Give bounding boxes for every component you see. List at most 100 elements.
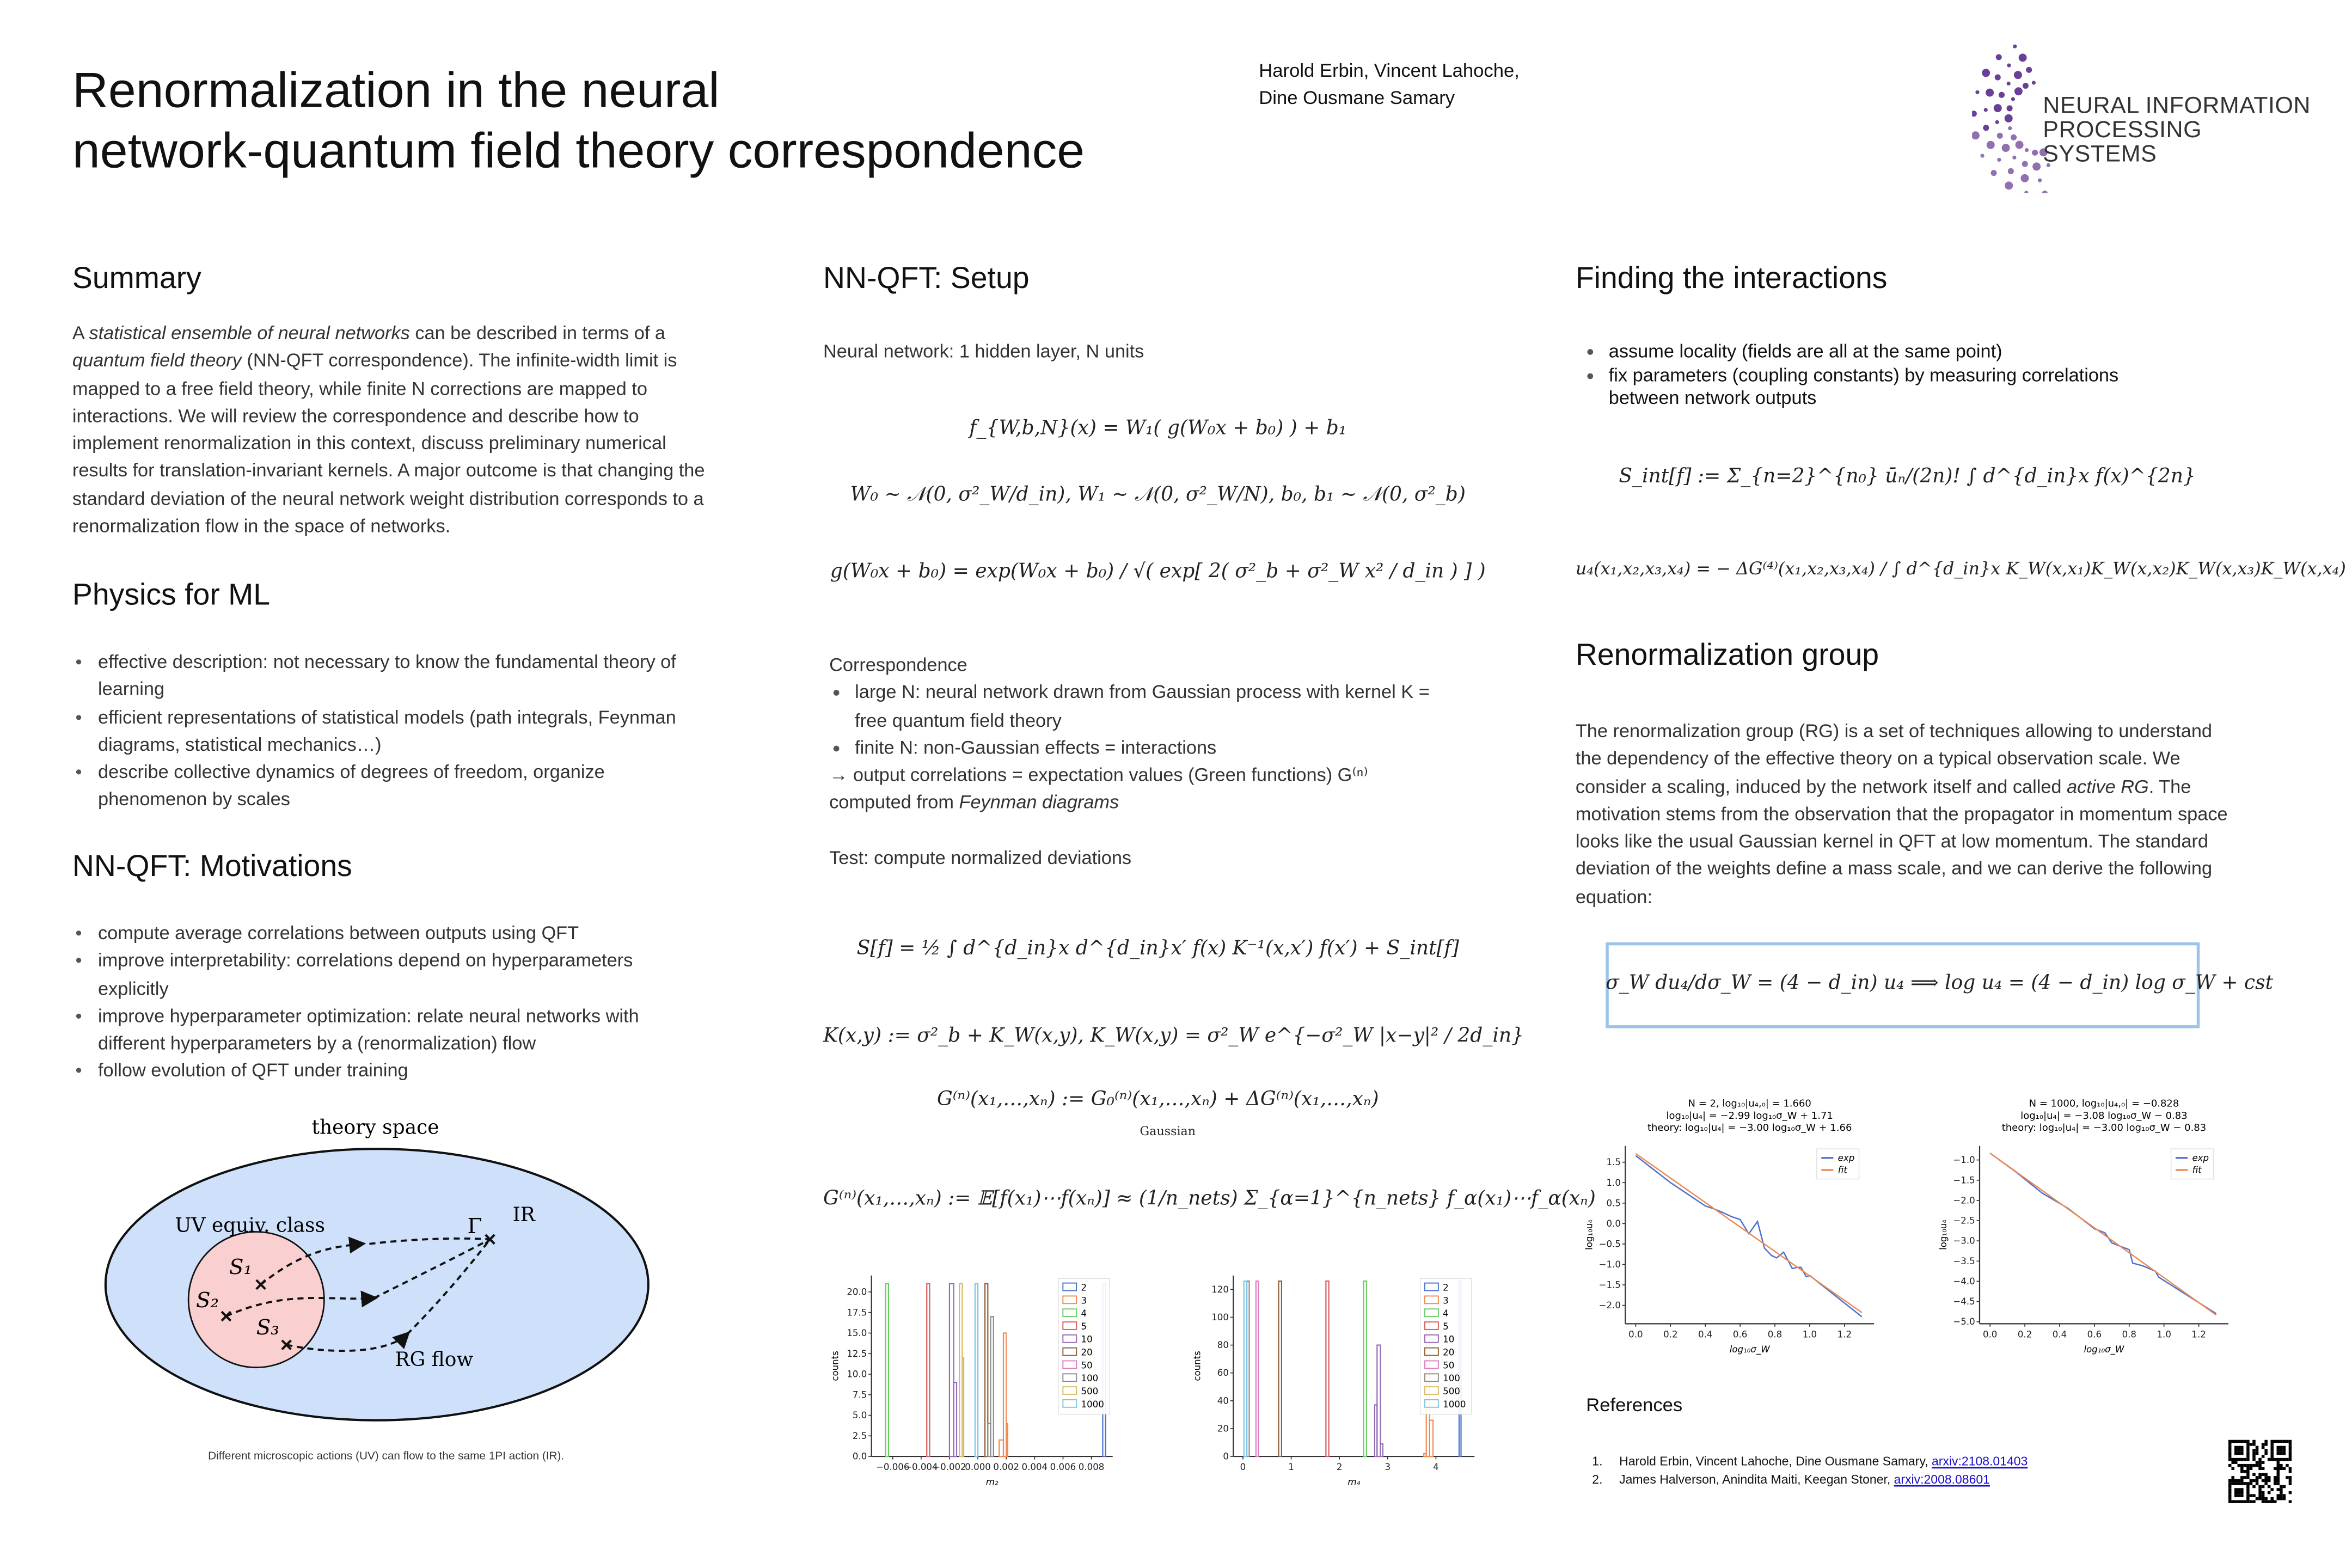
logo-dot — [1980, 154, 1984, 158]
qr-module — [2264, 1482, 2268, 1485]
qr-module — [2286, 1463, 2289, 1467]
equation-interaction-action: S_int[f] := Σ_{n=2}^{n₀} ūₙ/(2n)! ∫ d^{d… — [1619, 465, 2196, 489]
uv-label: UV equiv. class — [175, 1214, 325, 1236]
histogram-bar-3 — [1006, 1423, 1008, 1457]
qr-module — [2249, 1463, 2253, 1467]
logo-dot — [1990, 170, 1997, 176]
legend-label: 1000 — [1081, 1399, 1104, 1410]
qr-module — [2243, 1482, 2247, 1485]
x-tick-label: 0.6 — [1733, 1329, 1747, 1339]
y-tick-label: −3.0 — [1953, 1236, 1975, 1246]
qr-module — [2282, 1440, 2286, 1443]
logo-dot — [2011, 134, 2017, 140]
list-item: improve hyperparameter optimization: rel… — [72, 1002, 706, 1057]
legend-label: exp — [1838, 1153, 1855, 1163]
qr-module — [2240, 1494, 2244, 1497]
qr-module — [2252, 1473, 2256, 1477]
legend-label: 10 — [1443, 1334, 1454, 1345]
physics-heading: Physics for ML — [72, 579, 271, 612]
x-tick-label: 1 — [1288, 1462, 1294, 1472]
x-tick-label: 1.2 — [1837, 1329, 1852, 1339]
qr-module — [2282, 1494, 2286, 1497]
qr-module — [2237, 1440, 2241, 1443]
reference-link[interactable]: arxiv:2008.08601 — [1894, 1471, 1990, 1487]
qr-module — [2228, 1482, 2232, 1485]
qr-module — [2240, 1488, 2244, 1491]
equation-activation: g(W₀x + b₀) = exp(W₀x + b₀) / √( exp[ 2(… — [830, 561, 1486, 584]
qr-module — [2270, 1488, 2274, 1491]
qr-code-icon[interactable] — [2228, 1440, 2292, 1503]
qr-module — [2276, 1461, 2280, 1464]
histogram-bar-4 — [885, 1283, 889, 1457]
qr-module — [2246, 1485, 2250, 1489]
qr-module — [2252, 1494, 2256, 1497]
qr-module — [2228, 1485, 2232, 1489]
legend-swatch-5 — [1424, 1321, 1439, 1330]
qr-module — [2234, 1457, 2238, 1461]
qr-module — [2231, 1467, 2234, 1470]
qr-module — [2276, 1488, 2280, 1491]
y-tick-label: −1.5 — [1953, 1175, 1975, 1185]
qr-module — [2255, 1449, 2259, 1452]
y-tick-label: 17.5 — [847, 1307, 867, 1318]
qr-module — [2264, 1451, 2268, 1455]
qr-module — [2280, 1451, 2283, 1455]
qr-module — [2252, 1455, 2256, 1458]
logo-dot — [2046, 163, 2050, 167]
qr-module — [2261, 1494, 2265, 1497]
qr-module — [2240, 1500, 2244, 1503]
list-item: effective description: not necessary to … — [72, 648, 706, 703]
legend-label: 100 — [1081, 1373, 1099, 1383]
list-item: assume locality (fields are all at the s… — [1583, 341, 2186, 364]
qr-module — [2264, 1476, 2268, 1479]
logo-text-2: PROCESSING SYSTEMS — [2043, 117, 2202, 168]
logo-dot — [2001, 144, 2010, 152]
reference-link[interactable]: arxiv:2108.01403 — [1932, 1453, 2028, 1469]
qr-module — [2280, 1497, 2283, 1500]
qr-module — [2231, 1500, 2234, 1503]
reference-item: 2. James Halverson, Anindita Maiti, Keega… — [1592, 1471, 1990, 1487]
qr-module — [2231, 1482, 2234, 1485]
summary-text: A statistical ensemble of neural network… — [72, 322, 705, 537]
interactions-list: assume locality (fields are all at the s… — [1583, 341, 2186, 411]
x-tick-label: 0.0 — [1983, 1329, 1997, 1339]
qr-module — [2252, 1485, 2256, 1489]
qr-module — [2288, 1457, 2292, 1461]
qr-module — [2282, 1451, 2286, 1455]
qr-module — [2240, 1467, 2244, 1470]
x-tick-label: 1.2 — [2191, 1329, 2206, 1339]
qr-module — [2261, 1445, 2265, 1449]
qr-module — [2258, 1488, 2262, 1491]
qr-module — [2270, 1451, 2274, 1455]
qr-module — [2246, 1449, 2250, 1452]
qr-module — [2264, 1497, 2268, 1500]
qr-module — [2240, 1482, 2244, 1485]
qr-module — [2234, 1482, 2238, 1485]
histogram-bar-20 — [984, 1283, 989, 1457]
legend-label: 50 — [1081, 1360, 1093, 1370]
cross-markers — [220, 1234, 495, 1350]
qr-module — [2231, 1457, 2234, 1461]
list-item: describe collective dynamics of degrees … — [72, 758, 706, 813]
qr-module — [2249, 1482, 2253, 1485]
logo-dot — [2038, 178, 2042, 182]
qr-module — [2228, 1451, 2232, 1455]
legend-label: 500 — [1443, 1386, 1460, 1396]
qr-module — [2249, 1467, 2253, 1470]
qr-module — [2249, 1494, 2253, 1497]
qr-module — [2258, 1476, 2262, 1479]
qr-module — [2246, 1473, 2250, 1477]
legend-label: 3 — [1081, 1295, 1087, 1306]
y-tick-label: 2.5 — [853, 1431, 867, 1441]
qr-module — [2261, 1443, 2265, 1446]
qr-module — [2288, 1469, 2292, 1473]
y-tick-label: 0 — [1223, 1451, 1229, 1462]
histogram-bar-5 — [926, 1283, 930, 1457]
x-axis-label: log₁₀σ_W — [1730, 1344, 1770, 1355]
plot-title-line: N = 2, log₁₀|u₄,₀| = 1.660 — [1688, 1098, 1811, 1110]
qr-module — [2258, 1497, 2262, 1500]
x-tick-label: 0.4 — [2053, 1329, 2067, 1339]
equation-green-estimate: G⁽ⁿ⁾(x₁,…,xₙ) := 𝔼[f(x₁)⋯f(xₙ)] ≈ (1/n_n… — [823, 1188, 1596, 1211]
qr-module — [2237, 1491, 2241, 1494]
qr-module — [2270, 1449, 2274, 1452]
